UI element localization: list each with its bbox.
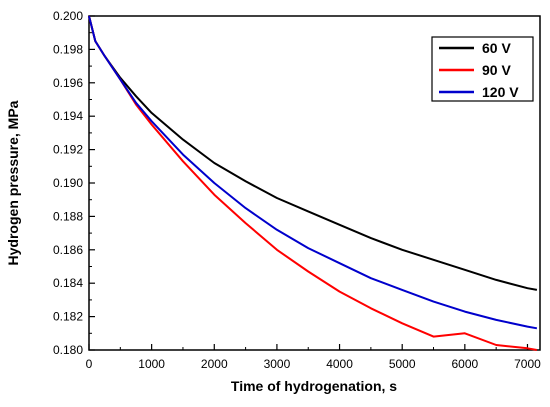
legend-label-2: 90 V — [482, 62, 511, 78]
y-tick-label: 0.192 — [53, 143, 83, 157]
y-tick-label: 0.200 — [53, 9, 83, 23]
legend-label-1: 60 V — [482, 40, 511, 56]
x-tick-label: 4000 — [326, 357, 353, 371]
y-axis-label: Hydrogen pressure, MPa — [5, 100, 21, 265]
y-tick-label: 0.180 — [53, 343, 83, 357]
y-tick-label: 0.182 — [53, 310, 83, 324]
y-tick-label: 0.198 — [53, 42, 83, 56]
x-tick-label: 0 — [86, 357, 93, 371]
x-axis-label: Time of hydrogenation, s — [231, 378, 397, 394]
x-tick-label: 7000 — [514, 357, 541, 371]
series-line-3 — [88, 15, 538, 330]
x-tick-label: 1000 — [138, 357, 165, 371]
x-tick-label: 3000 — [264, 357, 291, 371]
series-lines — [88, 15, 538, 351]
y-tick-label: 0.194 — [53, 109, 83, 123]
y-axis-ticks: 0.180 0.182 0.184 0.186 0.188 0.190 0.192 0.194… — [53, 9, 95, 357]
y-tick-label: 0.184 — [53, 276, 83, 290]
x-tick-label: 6000 — [451, 357, 478, 371]
y-tick-label: 0.190 — [53, 176, 83, 190]
legend: 60 V 90 V 120 V — [431, 36, 534, 102]
x-axis-ticks: 0 1000 2000 3000 4000 5000 6000 7000 — [86, 344, 541, 371]
legend-label-3: 120 V — [482, 84, 519, 100]
x-tick-label: 2000 — [201, 357, 228, 371]
y-tick-label: 0.196 — [53, 76, 83, 90]
y-tick-label: 0.188 — [53, 209, 83, 223]
x-tick-label: 5000 — [389, 357, 416, 371]
y-tick-label: 0.186 — [53, 243, 83, 257]
